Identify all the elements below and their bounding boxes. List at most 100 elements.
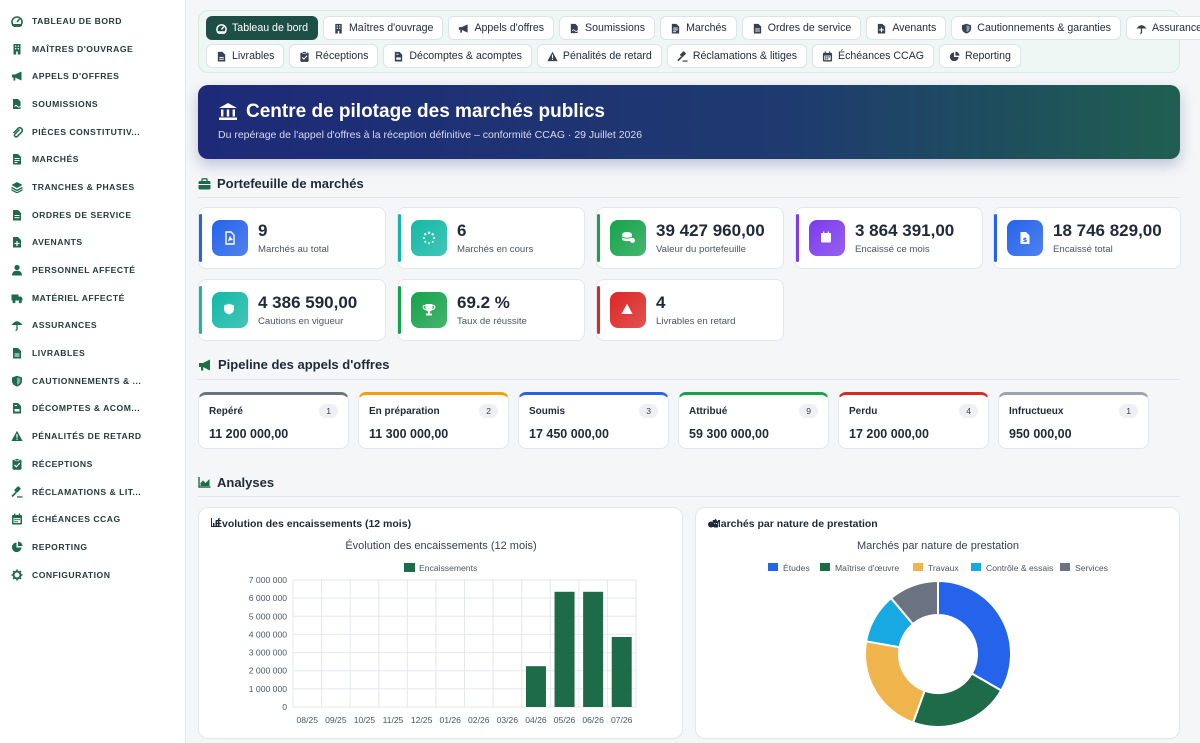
paperclip-icon xyxy=(11,126,23,138)
sidebar-item-8[interactable]: Avenants xyxy=(0,229,185,257)
calendar-icon xyxy=(809,220,845,256)
sidebar-item-14[interactable]: Décomptes & acom... xyxy=(0,395,185,423)
chart-title: Évolution des encaissements (12 mois) xyxy=(345,539,536,552)
kpi-label: Cautions en vigueur xyxy=(258,316,344,327)
bar xyxy=(554,591,575,707)
building-icon xyxy=(333,23,344,34)
kpi-value: 18 746 829,00 xyxy=(1053,221,1162,240)
nav-tab-label: Échéances CCAG xyxy=(838,50,924,62)
pie-chart-icon xyxy=(11,541,23,553)
sidebar-item-2[interactable]: Appels d'offres xyxy=(0,62,185,90)
nav-tab-row2-1[interactable]: Réceptions xyxy=(289,44,379,68)
dashboard-icon xyxy=(216,23,227,34)
sidebar-item-4[interactable]: Pièces constitutiv... xyxy=(0,118,185,146)
y-tick-label: 4 000 000 xyxy=(249,629,287,639)
stage-count-badge: 2 xyxy=(479,404,498,418)
nav-tab-label: Avenants xyxy=(892,22,937,34)
trophy-icon xyxy=(411,292,447,328)
x-tick-label: 07/26 xyxy=(611,715,633,725)
sidebar-item-10[interactable]: Matériel affecté xyxy=(0,284,185,312)
sidebar-item-9[interactable]: Personnel affecté xyxy=(0,256,185,284)
sidebar-item-label: Réceptions xyxy=(32,458,93,469)
nav-tab-row2-0[interactable]: Livrables xyxy=(206,44,285,68)
sidebar-item-11[interactable]: Assurances xyxy=(0,312,185,340)
sidebar-item-label: Réclamations & lit... xyxy=(32,486,142,497)
pipeline-stage-card[interactable]: Attribué 9 59 300 000,00 xyxy=(678,392,829,449)
nav-tab-row1-4[interactable]: Marchés xyxy=(660,16,737,40)
nav-tab-row2-2[interactable]: Décomptes & acomptes xyxy=(383,44,532,68)
pipeline-stage-card[interactable]: Perdu 4 17 200 000,00 xyxy=(838,392,989,449)
pie-panel-title: Marchés par nature de prestation xyxy=(708,518,878,530)
nature-donut-chart: Marchés par nature de prestation Études Ma… xyxy=(768,540,1108,728)
pipeline-stage-card[interactable]: Soumis 3 17 450 000,00 xyxy=(518,392,669,449)
stage-label: En préparation xyxy=(369,405,440,417)
sidebar-item-12[interactable]: Livrables xyxy=(0,339,185,367)
file-icon xyxy=(11,347,23,359)
nav-tab-row1-2[interactable]: Appels d'offres xyxy=(448,16,555,40)
pipeline-stage-card[interactable]: En préparation 2 11 300 000,00 xyxy=(358,392,509,449)
nav-tab-label: Marchés xyxy=(686,22,727,34)
nav-tab-label: Maîtres d'ouvrage xyxy=(348,22,434,34)
section-divider xyxy=(198,379,1180,380)
sidebar-item-17[interactable]: Réclamations & lit... xyxy=(0,478,185,506)
umbrella-icon xyxy=(1136,23,1147,34)
sidebar-item-1[interactable]: Maîtres d'ouvrage xyxy=(0,35,185,63)
nav-tab-label: Soumissions xyxy=(585,22,646,34)
nav-tab-row1-8[interactable]: Assurances xyxy=(1125,16,1200,40)
user-icon xyxy=(11,264,23,276)
nav-tab-row1-6[interactable]: Avenants xyxy=(866,16,947,40)
kpi-label: Livrables en retard xyxy=(656,316,736,327)
nav-tab-label: Appels d'offres xyxy=(474,22,545,34)
calendar-icon xyxy=(822,50,833,62)
file-signature-icon xyxy=(569,23,580,34)
bar xyxy=(583,591,604,707)
sidebar-item-13[interactable]: Cautionnements & ... xyxy=(0,367,185,395)
nav-tab-row1-7[interactable]: Cautionnements & garanties xyxy=(951,16,1121,40)
sidebar-item-label: Soumissions xyxy=(32,98,99,109)
kpi-label: Marchés au total xyxy=(258,244,329,255)
sidebar-item-16[interactable]: Réceptions xyxy=(0,450,185,478)
nav-tab-row2-5[interactable]: Échéances CCAG xyxy=(812,44,934,68)
sidebar-item-label: Tranches & phases xyxy=(32,181,135,192)
nav-tab-label: Reporting xyxy=(965,50,1011,62)
legend-swatch xyxy=(1060,563,1070,571)
sidebar-item-label: Ordres de service xyxy=(32,209,132,220)
nav-tab-row2-3[interactable]: Pénalités de retard xyxy=(536,44,662,68)
file-pdf-icon xyxy=(212,220,248,256)
sidebar-item-6[interactable]: Tranches & phases xyxy=(0,173,185,201)
hero-banner: Centre de pilotage des marchés publics D… xyxy=(198,85,1180,159)
bar-panel-title: Évolution des encaissements (12 mois) xyxy=(211,518,411,530)
sidebar-item-label: Assurances xyxy=(32,320,98,331)
pipeline-stage-card[interactable]: Repéré 1 11 200 000,00 xyxy=(198,392,349,449)
kpi-accent-bar xyxy=(796,214,799,262)
nav-tab-row1-0[interactable]: Tableau de bord xyxy=(206,16,318,40)
x-tick-label: 06/26 xyxy=(582,715,604,725)
sidebar-item-0[interactable]: Tableau de bord xyxy=(0,7,185,35)
sidebar-item-3[interactable]: Soumissions xyxy=(0,90,185,118)
nav-tab-row1-1[interactable]: Maîtres d'ouvrage xyxy=(322,16,444,40)
kpi-accent-bar xyxy=(199,214,202,262)
sidebar-item-label: Marchés xyxy=(32,154,79,165)
section-divider xyxy=(198,197,1180,198)
sidebar-item-7[interactable]: Ordres de service xyxy=(0,201,185,229)
nav-tab-row2-6[interactable]: Reporting xyxy=(939,44,1021,68)
clipboard-check-icon xyxy=(11,458,23,470)
truck-icon xyxy=(11,292,23,304)
nav-tab-row1-5[interactable]: Ordres de service xyxy=(741,16,862,40)
legend-label: Études xyxy=(783,563,810,573)
sidebar-item-5[interactable]: Marchés xyxy=(0,145,185,173)
x-tick-label: 09/25 xyxy=(325,715,347,725)
kpi-label: Marchés en cours xyxy=(457,244,534,255)
nav-tab-row2-4[interactable]: Réclamations & litiges xyxy=(666,44,808,68)
sidebar-item-18[interactable]: Échéances CCAG xyxy=(0,505,185,533)
x-tick-label: 10/25 xyxy=(354,715,376,725)
nav-tab-row1-3[interactable]: Soumissions xyxy=(559,16,656,40)
legend-swatch xyxy=(404,563,415,572)
sidebar-item-15[interactable]: Pénalités de retard xyxy=(0,422,185,450)
sidebar-item-19[interactable]: Reporting xyxy=(0,533,185,561)
nav-tab-label: Réclamations & litiges xyxy=(692,50,798,62)
portfolio-section-title: Portefeuille de marchés xyxy=(198,176,364,191)
pipeline-stage-card[interactable]: Infructueux 1 950 000,00 xyxy=(998,392,1149,449)
sidebar-item-20[interactable]: Configuration xyxy=(0,561,185,589)
shield-icon xyxy=(212,292,248,328)
